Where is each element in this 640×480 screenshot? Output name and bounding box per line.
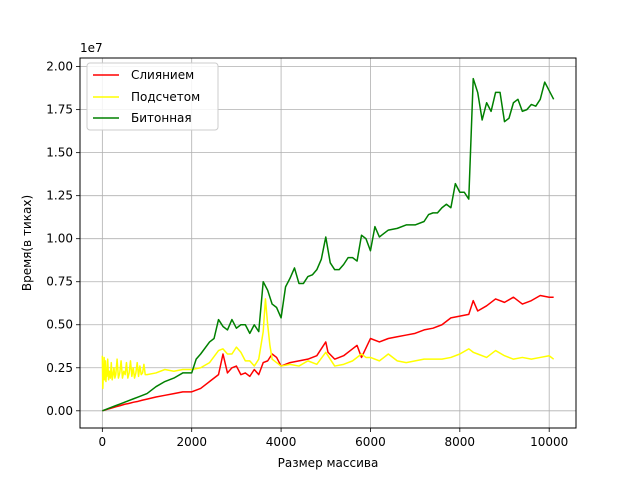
y-tick-label: 0.00 — [46, 404, 73, 418]
y-axis-ticks: 0.00 0.25 0.50 0.75 1.00 1.25 1.50 1.75 2.00 — [46, 60, 80, 418]
x-tick-label: 0 — [99, 435, 107, 449]
x-tick-label: 8000 — [445, 435, 476, 449]
y-tick-label: 1.50 — [46, 146, 73, 160]
series-lines — [101, 77, 555, 412]
y-axis-label: Время(в тиках) — [20, 195, 34, 291]
x-tick-label: 6000 — [355, 435, 386, 449]
series-line-counting — [101, 298, 555, 390]
grid-lines — [80, 58, 576, 428]
legend-label-bitonic: Битонная — [131, 111, 192, 125]
x-axis-ticks: 0 2000 4000 6000 8000 10000 — [99, 428, 568, 449]
x-tick-label: 10000 — [530, 435, 568, 449]
plot-frame — [79, 57, 577, 429]
legend: Слиянием Подсчетом Битонная — [86, 62, 219, 131]
y-tick-label: 1.25 — [46, 189, 73, 203]
legend-label-merge: Слиянием — [131, 68, 194, 82]
series-line-bitonic — [102, 77, 555, 412]
y-tick-label: 1.75 — [46, 103, 73, 117]
y-tick-label: 0.25 — [46, 361, 73, 375]
y-tick-label: 0.50 — [46, 318, 73, 332]
x-tick-label: 4000 — [266, 435, 297, 449]
x-tick-label: 2000 — [176, 435, 207, 449]
y-tick-label: 0.75 — [46, 275, 73, 289]
y-offset-label: 1e7 — [80, 41, 103, 55]
y-tick-label: 2.00 — [46, 60, 73, 74]
legend-box — [86, 62, 219, 131]
y-tick-label: 1.00 — [46, 232, 73, 246]
legend-label-counting: Подсчетом — [131, 90, 200, 104]
x-axis-label: Размер массива — [278, 456, 379, 470]
series-line-merge — [102, 294, 554, 412]
